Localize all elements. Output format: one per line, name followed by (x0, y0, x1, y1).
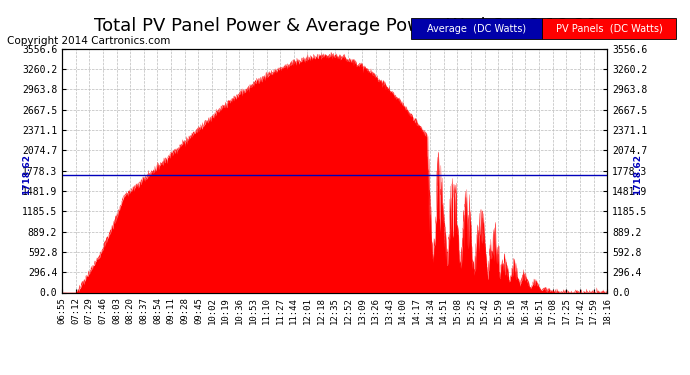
Text: Average  (DC Watts): Average (DC Watts) (426, 24, 526, 33)
Text: Copyright 2014 Cartronics.com: Copyright 2014 Cartronics.com (7, 36, 170, 46)
Text: PV Panels  (DC Watts): PV Panels (DC Watts) (555, 24, 662, 33)
Text: 1718.62: 1718.62 (633, 154, 642, 195)
Text: Total PV Panel Power & Average Power Wed Oct 8 18:20: Total PV Panel Power & Average Power Wed… (94, 17, 596, 35)
Text: 1718.62: 1718.62 (22, 154, 31, 195)
